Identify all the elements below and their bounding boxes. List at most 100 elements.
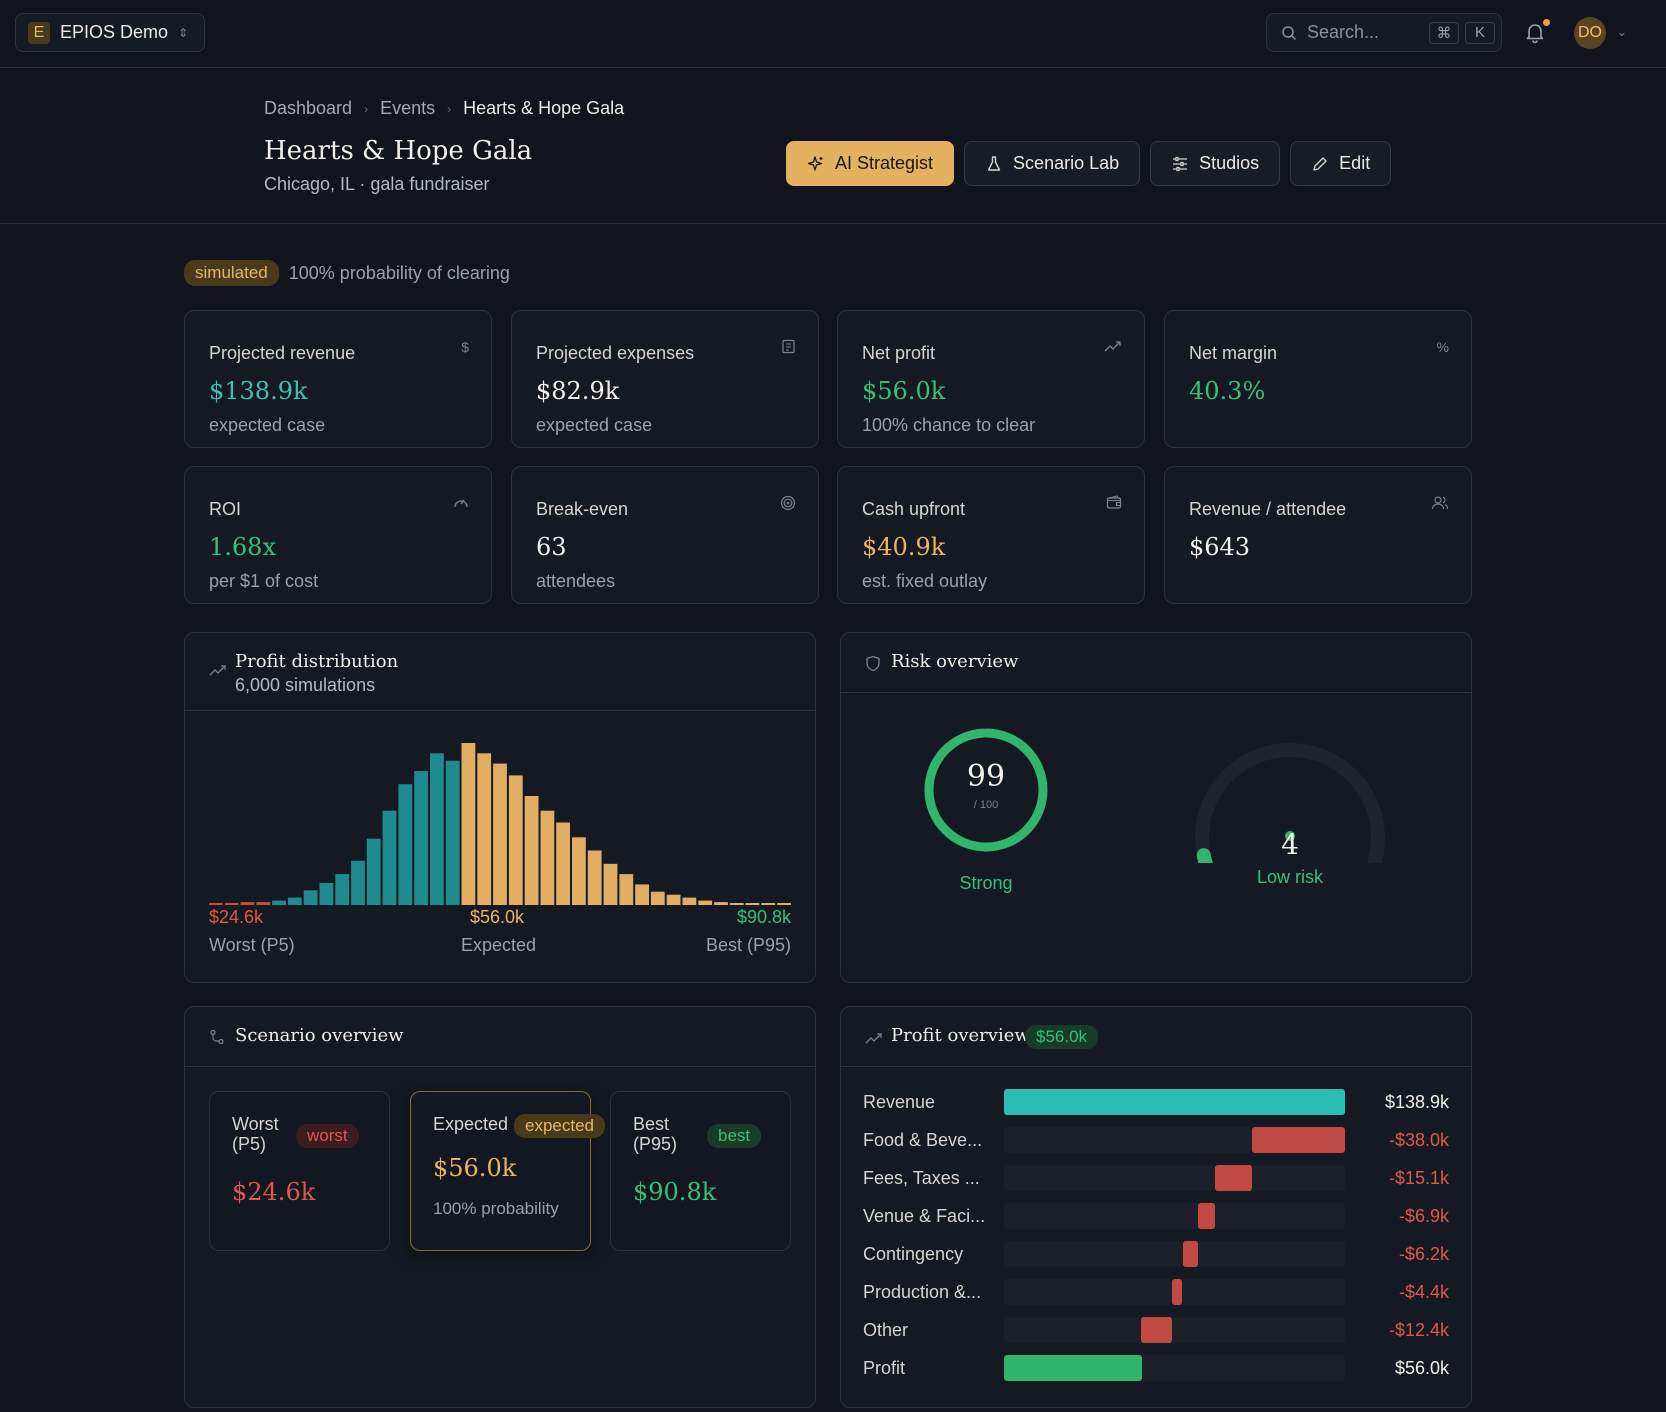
percent-icon: % bbox=[1436, 339, 1449, 355]
histogram-bar bbox=[445, 760, 460, 905]
panel-header: Scenario overview bbox=[185, 1007, 815, 1067]
kpi-note: expected case bbox=[536, 415, 653, 435]
scenario-card-worst[interactable]: Worst (P5) worst $24.6k bbox=[209, 1091, 390, 1251]
kpi-label: Break-even bbox=[536, 499, 629, 519]
worst-value: $24.6k bbox=[209, 907, 264, 927]
notification-dot bbox=[1543, 19, 1550, 26]
chevron-down-icon[interactable]: ⌄ bbox=[1617, 25, 1628, 39]
scenario-name: Worst (P5) bbox=[232, 1114, 279, 1154]
kpi-note: est. fixed outlay bbox=[862, 571, 988, 591]
panel-title: Profit overview bbox=[891, 1025, 1030, 1046]
row-label: Venue & Faci... bbox=[863, 1206, 986, 1226]
studios-button[interactable]: Studios bbox=[1150, 141, 1281, 186]
bar-fill bbox=[1182, 1241, 1198, 1267]
risk-gauge bbox=[1195, 743, 1385, 863]
histogram-bar bbox=[635, 884, 649, 905]
breadcrumb-events[interactable]: Events bbox=[380, 98, 436, 118]
receipt-icon bbox=[782, 339, 795, 354]
branch-icon bbox=[210, 1029, 224, 1045]
bar-track bbox=[1004, 1279, 1345, 1305]
histogram-bar bbox=[335, 874, 350, 905]
kpi-projected-revenue: Projected revenue $ $138.9k expected cas… bbox=[184, 310, 492, 448]
scenario-card-best[interactable]: Best (P95) best $90.8k bbox=[610, 1091, 791, 1251]
profit-distribution-panel: Profit distribution 6,000 simulations $2… bbox=[184, 632, 816, 983]
workspace-logo: E bbox=[28, 21, 50, 44]
row-label: Profit bbox=[863, 1358, 906, 1378]
score-arc bbox=[924, 728, 1048, 852]
dollar-icon: $ bbox=[461, 339, 469, 355]
risk-overview-panel: Risk overview 99 / 100 Strong 4 Low risk bbox=[840, 632, 1472, 983]
panel-header: Profit distribution 6,000 simulations bbox=[185, 633, 815, 711]
sparkle-icon bbox=[807, 155, 823, 171]
histogram-bar bbox=[461, 743, 476, 905]
workspace-switcher[interactable]: E EPIOS Demo ⇕ bbox=[15, 13, 205, 52]
histogram-bar bbox=[572, 837, 586, 905]
avatar[interactable]: DO bbox=[1574, 17, 1606, 49]
kpi-label: ROI bbox=[209, 499, 242, 519]
breadcrumb: Dashboard › Events › Hearts & Hope Gala bbox=[264, 98, 624, 119]
chevron-up-down-icon: ⇕ bbox=[178, 25, 189, 40]
bar-fill bbox=[1171, 1279, 1183, 1305]
histogram-bar bbox=[603, 863, 618, 905]
kpi-label: Cash upfront bbox=[862, 499, 966, 519]
target-icon bbox=[780, 495, 796, 511]
histogram-bar bbox=[430, 753, 444, 905]
histogram-bar bbox=[761, 903, 776, 905]
histogram-bar bbox=[493, 763, 507, 905]
score-ring bbox=[924, 728, 1048, 852]
histogram-bar bbox=[477, 753, 492, 905]
row-value: -$6.9k bbox=[1398, 1206, 1449, 1226]
risk-value: 4 bbox=[1281, 828, 1299, 861]
waterfall-row-revenue: Revenue $138.9k bbox=[841, 1089, 1471, 1117]
histogram-bar bbox=[224, 903, 239, 905]
waterfall-row-production: Production &... -$4.4k bbox=[841, 1279, 1471, 1307]
gauge-track bbox=[1195, 743, 1385, 863]
search-input[interactable]: Search... ⌘ K bbox=[1266, 13, 1502, 52]
waterfall-row-fees: Fees, Taxes ... -$15.1k bbox=[841, 1165, 1471, 1193]
trending-up-icon bbox=[1104, 341, 1121, 352]
risk-label: Low risk bbox=[1256, 867, 1323, 887]
scenario-lab-button[interactable]: Scenario Lab bbox=[964, 141, 1141, 186]
row-value: -$4.4k bbox=[1398, 1282, 1449, 1302]
panel-title: Risk overview bbox=[891, 651, 1019, 672]
breadcrumb-dashboard[interactable]: Dashboard bbox=[264, 98, 353, 118]
histogram-bar bbox=[540, 810, 555, 905]
score-value: 99 bbox=[966, 759, 1006, 794]
chevron-right-icon: › bbox=[447, 101, 452, 116]
histogram-bar bbox=[303, 890, 318, 905]
bar-track bbox=[1004, 1203, 1345, 1229]
kpi-value: $643 bbox=[1189, 533, 1251, 561]
ai-strategist-button[interactable]: AI Strategist bbox=[786, 141, 955, 186]
edit-button[interactable]: Edit bbox=[1290, 141, 1392, 186]
panel-subtitle: 6,000 simulations bbox=[235, 675, 376, 695]
profit-badge: $56.0k bbox=[1025, 1025, 1099, 1049]
scenario-overview-panel: Scenario overview Worst (P5) worst $24.6… bbox=[184, 1006, 816, 1408]
kpi-value: $40.9k bbox=[862, 533, 946, 561]
row-label: Contingency bbox=[863, 1244, 964, 1264]
kpi-revenue-per-attendee: Revenue / attendee $643 bbox=[1164, 466, 1472, 604]
bell-icon[interactable] bbox=[1523, 20, 1547, 44]
histogram-bar bbox=[650, 891, 665, 905]
scenario-value: $90.8k bbox=[633, 1178, 717, 1206]
kpi-label: Projected expenses bbox=[536, 343, 695, 363]
histogram-bar bbox=[256, 902, 271, 905]
histogram-bar bbox=[366, 838, 381, 905]
histogram-bar bbox=[729, 903, 744, 905]
kpi-value: 63 bbox=[536, 533, 567, 561]
panel-header: Profit overview $56.0k bbox=[841, 1007, 1471, 1067]
best-value: $90.8k bbox=[736, 907, 791, 927]
simulation-status: simulated 100% probability of clearing bbox=[184, 260, 510, 286]
scenario-value: $24.6k bbox=[232, 1178, 316, 1206]
scenario-card-expected[interactable]: Expected expected $56.0k 100% probabilit… bbox=[410, 1091, 605, 1251]
kpi-label: Net margin bbox=[1189, 343, 1278, 363]
kpi-value: $82.9k bbox=[536, 377, 620, 405]
histogram-bar bbox=[382, 810, 397, 905]
gauge-needle bbox=[1285, 831, 1295, 841]
row-label: Fees, Taxes ... bbox=[863, 1168, 980, 1188]
sliders-icon bbox=[1173, 156, 1188, 171]
histogram-bar bbox=[682, 897, 697, 905]
waterfall-row-food: Food & Beve... -$38.0k bbox=[841, 1127, 1471, 1155]
bar-track bbox=[1004, 1317, 1345, 1343]
worst-label: Worst (P5) bbox=[209, 935, 295, 955]
histogram-bar bbox=[524, 796, 539, 905]
